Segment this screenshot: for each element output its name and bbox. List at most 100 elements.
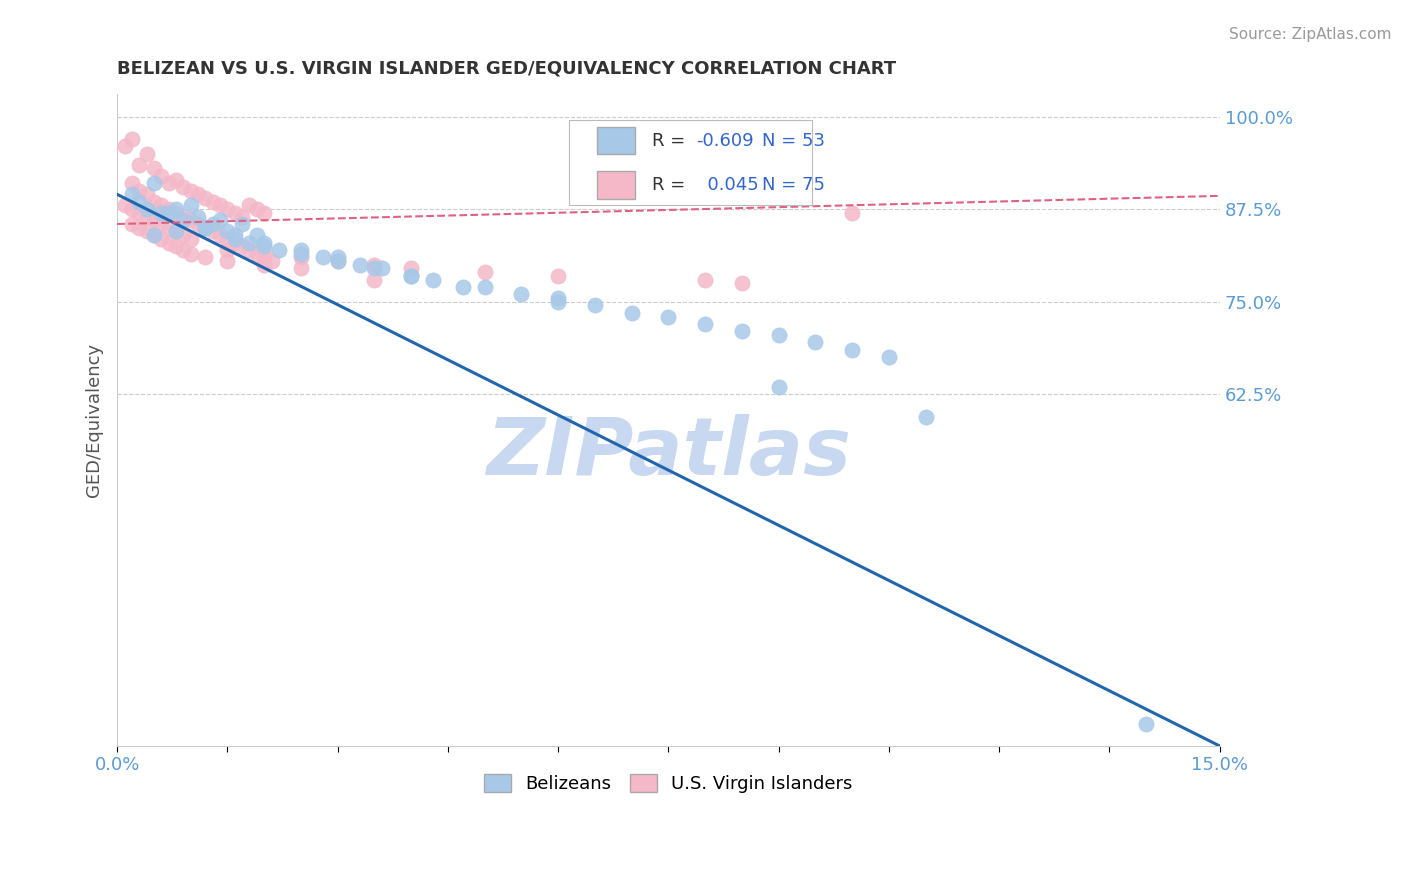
Y-axis label: GED/Equivalency: GED/Equivalency bbox=[86, 343, 103, 497]
Point bbox=[150, 232, 173, 246]
Point bbox=[201, 224, 224, 238]
Text: R =: R = bbox=[652, 176, 690, 194]
Point bbox=[217, 243, 239, 257]
Point bbox=[224, 235, 246, 250]
Point bbox=[150, 169, 173, 183]
Point bbox=[194, 220, 217, 235]
Text: BELIZEAN VS U.S. VIRGIN ISLANDER GED/EQUIVALENCY CORRELATION CHART: BELIZEAN VS U.S. VIRGIN ISLANDER GED/EQU… bbox=[117, 60, 896, 78]
Point bbox=[290, 250, 312, 264]
Point bbox=[180, 184, 202, 198]
Point bbox=[114, 198, 136, 212]
Point bbox=[172, 243, 194, 257]
Point bbox=[1135, 716, 1157, 731]
Point bbox=[695, 317, 717, 331]
Point bbox=[128, 194, 150, 209]
FancyBboxPatch shape bbox=[569, 120, 811, 205]
Point bbox=[194, 191, 217, 205]
Point bbox=[150, 217, 173, 231]
Point bbox=[877, 351, 900, 365]
Point bbox=[246, 202, 269, 217]
Point bbox=[312, 250, 335, 264]
Point bbox=[165, 224, 187, 238]
Point bbox=[547, 291, 569, 305]
Point bbox=[217, 254, 239, 268]
Point bbox=[474, 265, 496, 279]
Point bbox=[363, 261, 385, 276]
Point bbox=[238, 243, 260, 257]
Point bbox=[180, 213, 202, 227]
Point bbox=[253, 250, 276, 264]
Point bbox=[474, 280, 496, 294]
Point bbox=[695, 272, 717, 286]
Point bbox=[142, 161, 165, 176]
Point bbox=[142, 194, 165, 209]
Point bbox=[246, 246, 269, 260]
Text: Source: ZipAtlas.com: Source: ZipAtlas.com bbox=[1229, 27, 1392, 42]
Point bbox=[510, 287, 533, 301]
Point bbox=[187, 210, 209, 224]
Point bbox=[253, 206, 276, 220]
Point bbox=[231, 239, 253, 253]
Point bbox=[914, 409, 936, 424]
Point bbox=[165, 239, 187, 253]
Point bbox=[246, 228, 269, 243]
Point bbox=[165, 172, 187, 186]
Point bbox=[172, 228, 194, 243]
Point bbox=[841, 206, 863, 220]
Point bbox=[217, 202, 239, 217]
Point bbox=[142, 213, 165, 227]
Point bbox=[422, 272, 444, 286]
Point bbox=[260, 254, 283, 268]
Point bbox=[217, 224, 239, 238]
Point bbox=[231, 217, 253, 231]
Point bbox=[547, 268, 569, 283]
Point bbox=[326, 254, 349, 268]
Point bbox=[194, 250, 217, 264]
Point bbox=[135, 202, 157, 217]
Point bbox=[451, 280, 474, 294]
FancyBboxPatch shape bbox=[596, 127, 636, 154]
Point bbox=[657, 310, 679, 324]
Point bbox=[768, 380, 790, 394]
Point bbox=[172, 213, 194, 227]
Text: 0.045: 0.045 bbox=[696, 176, 759, 194]
Point bbox=[142, 228, 165, 243]
Point bbox=[253, 239, 276, 253]
Point bbox=[142, 176, 165, 190]
Point bbox=[290, 243, 312, 257]
Point bbox=[326, 250, 349, 264]
Point bbox=[121, 176, 143, 190]
Point bbox=[180, 246, 202, 260]
Point bbox=[194, 220, 217, 235]
Point bbox=[201, 194, 224, 209]
Point bbox=[768, 328, 790, 343]
Point bbox=[187, 217, 209, 231]
Point bbox=[180, 232, 202, 246]
Point bbox=[209, 198, 232, 212]
Text: N = 53: N = 53 bbox=[762, 132, 825, 150]
Text: ZIPatlas: ZIPatlas bbox=[486, 414, 851, 491]
Point bbox=[180, 198, 202, 212]
Point bbox=[399, 268, 422, 283]
Point bbox=[121, 217, 143, 231]
Point bbox=[121, 187, 143, 202]
Point bbox=[165, 202, 187, 217]
Point bbox=[238, 235, 260, 250]
Point bbox=[172, 180, 194, 194]
Point bbox=[201, 217, 224, 231]
Point bbox=[363, 258, 385, 272]
Point bbox=[157, 220, 180, 235]
Point bbox=[224, 206, 246, 220]
Point bbox=[399, 268, 422, 283]
Point bbox=[157, 235, 180, 250]
Point bbox=[231, 210, 253, 224]
Point bbox=[121, 202, 143, 217]
Point bbox=[267, 243, 290, 257]
Point bbox=[349, 258, 371, 272]
Text: R =: R = bbox=[652, 132, 690, 150]
Point bbox=[194, 220, 217, 235]
Point bbox=[804, 335, 827, 350]
Legend: Belizeans, U.S. Virgin Islanders: Belizeans, U.S. Virgin Islanders bbox=[475, 764, 862, 802]
FancyBboxPatch shape bbox=[596, 171, 636, 199]
Point bbox=[253, 246, 276, 260]
